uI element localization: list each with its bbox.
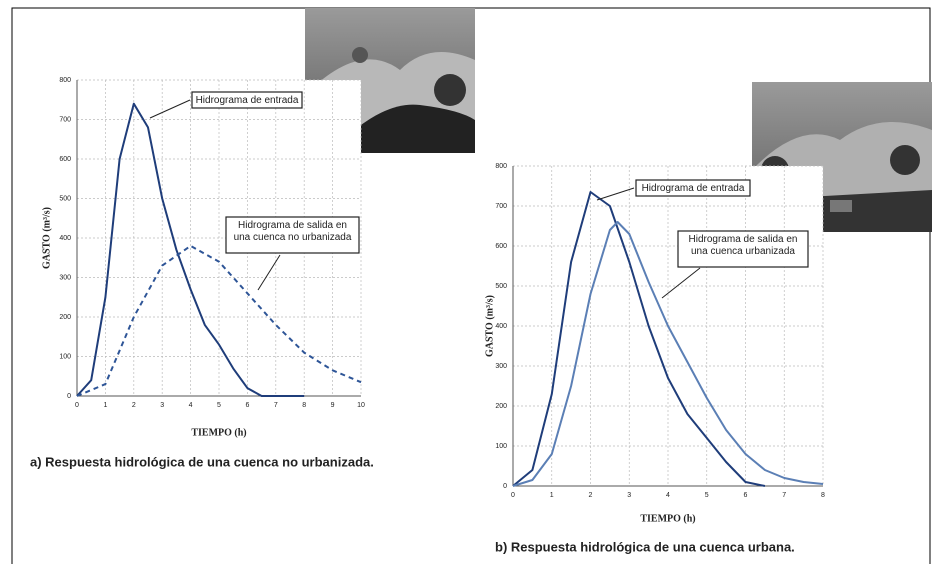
y-tick-label: 800: [59, 77, 71, 84]
x-tick-label: 2: [132, 402, 136, 409]
x-tick-label: 7: [274, 402, 278, 409]
series-line: [76, 102, 305, 397]
x-tick-label: 6: [245, 402, 249, 409]
annotation-box: [677, 230, 809, 268]
y-axis-label: GASTO (m³/s): [41, 207, 52, 269]
leader-line: [596, 187, 635, 201]
caption: b) Respuesta hidrológica de una cuenca u…: [495, 539, 795, 554]
y-axis-label: GASTO (m³/s): [484, 295, 495, 357]
series-line: [512, 221, 824, 487]
leader-line: [661, 267, 701, 299]
x-tick-label: 5: [705, 492, 709, 499]
x-tick-label: 3: [160, 402, 164, 409]
x-tick-label: 6: [744, 492, 748, 499]
x-tick-label: 8: [302, 402, 306, 409]
x-tick-label: 10: [357, 402, 365, 409]
y-tick-label: 0: [67, 393, 71, 400]
annotation-text: una cuenca no urbanizada: [234, 232, 352, 243]
x-tick-label: 0: [75, 402, 79, 409]
x-tick-label: 1: [103, 402, 107, 409]
x-tick-label: 5: [217, 402, 221, 409]
y-tick-label: 100: [59, 353, 71, 360]
y-tick-label: 300: [495, 363, 507, 370]
y-tick-label: 300: [59, 274, 71, 281]
y-tick-label: 700: [495, 203, 507, 210]
series-line: [512, 191, 766, 487]
x-tick-label: 2: [589, 492, 593, 499]
y-tick-label: 800: [495, 163, 507, 170]
annotation-text: Hidrograma de entrada: [196, 95, 299, 106]
y-tick-label: 100: [495, 443, 507, 450]
x-tick-label: 4: [666, 492, 670, 499]
x-tick-label: 3: [627, 492, 631, 499]
annotation-box: [635, 179, 751, 197]
x-tick-label: 0: [511, 492, 515, 499]
series-line: [76, 244, 362, 397]
annotation-text: una cuenca urbanizada: [691, 246, 795, 257]
y-tick-label: 500: [59, 195, 71, 202]
y-tick-label: 500: [495, 283, 507, 290]
x-tick-label: 8: [821, 492, 825, 499]
annotation-text: Hidrograma de salida en: [689, 234, 798, 245]
annotation-box: [225, 216, 360, 254]
x-axis-label: TIEMPO (h): [640, 513, 695, 524]
annotation-text: Hidrograma de entrada: [642, 183, 745, 194]
y-tick-label: 400: [59, 235, 71, 242]
x-axis-label: TIEMPO (h): [191, 427, 246, 438]
y-tick-label: 200: [495, 403, 507, 410]
y-tick-label: 600: [59, 156, 71, 163]
x-tick-label: 7: [782, 492, 786, 499]
y-tick-label: 400: [495, 323, 507, 330]
y-tick-label: 200: [59, 314, 71, 321]
annotation-text: Hidrograma de salida en: [238, 220, 347, 231]
x-tick-label: 9: [331, 402, 335, 409]
annotation-box: [191, 91, 303, 109]
leader-line: [149, 99, 191, 119]
leader-line: [257, 254, 281, 291]
x-tick-label: 1: [550, 492, 554, 499]
y-tick-label: 0: [503, 483, 507, 490]
y-tick-label: 700: [59, 116, 71, 123]
caption: a) Respuesta hidrológica de una cuenca n…: [30, 454, 374, 469]
y-tick-label: 600: [495, 243, 507, 250]
x-tick-label: 4: [189, 402, 193, 409]
